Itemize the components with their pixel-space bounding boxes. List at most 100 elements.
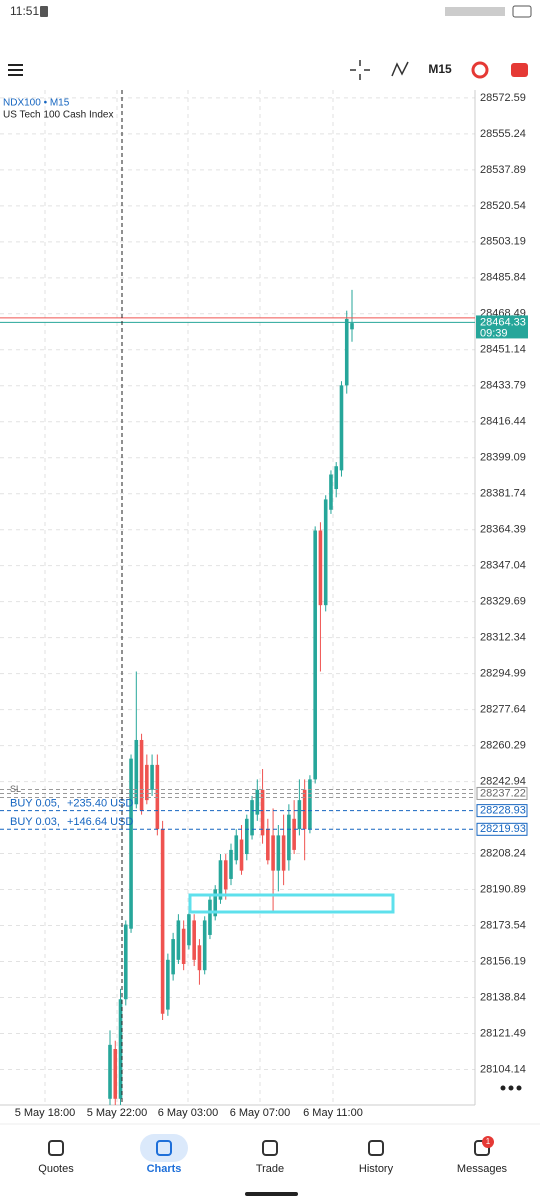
candle-body (187, 914, 191, 946)
y-tick-label: 28173.54 (480, 919, 526, 931)
countdown: 09:39 (480, 327, 508, 339)
menu-button[interactable] (8, 64, 23, 76)
nav-label[interactable]: History (359, 1163, 394, 1175)
x-tick-label: 5 May 22:00 (87, 1107, 148, 1119)
x-tick-label: 5 May 18:00 (15, 1107, 76, 1119)
candle-body (344, 318, 349, 386)
nav-badge: 1 (486, 1137, 491, 1146)
candle-body (129, 758, 133, 929)
nav-icon[interactable] (262, 1140, 278, 1156)
y-tick-label: 28364.39 (480, 524, 526, 536)
y-tick-label: 28190.89 (480, 883, 526, 895)
nav-icon[interactable] (156, 1140, 172, 1156)
y-tick-label: 28433.79 (480, 380, 526, 392)
candle-body (329, 474, 333, 510)
candle-body (350, 323, 354, 330)
y-tick-label: 28277.64 (480, 704, 526, 716)
candle-body (318, 530, 323, 606)
nav-badge-dot (482, 1136, 494, 1148)
order-price-box (476, 804, 528, 818)
nav-icon[interactable] (368, 1140, 384, 1156)
sl-label: SL (10, 784, 21, 794)
current-price: 28464.33 (480, 316, 526, 328)
objects-button[interactable] (471, 61, 489, 79)
candle-body (108, 1044, 112, 1099)
candle-body (292, 818, 296, 850)
candle-body (271, 835, 275, 871)
candle-body (229, 849, 233, 879)
x-tick-label: 6 May 11:00 (303, 1107, 363, 1119)
candle-body (276, 835, 281, 871)
candle-body (223, 860, 228, 890)
candle-body (160, 829, 165, 1014)
y-tick-label: 28503.19 (480, 236, 526, 248)
candle-body (192, 920, 196, 960)
y-tick-label: 28104.14 (480, 1063, 526, 1075)
y-tick-label: 28520.54 (480, 200, 526, 212)
chart: 5 May 18:00 5 May 22:00 6 May 03:00 6 May 0… (0, 90, 528, 1119)
y-tick-label: 28485.84 (480, 272, 526, 284)
candle-body (208, 899, 212, 935)
nav-label[interactable]: Quotes (38, 1163, 74, 1175)
candle-body (297, 800, 302, 830)
y-tick-label: 28260.29 (480, 740, 526, 752)
y-tick-label: 28242.94 (480, 775, 526, 787)
nav-icon[interactable] (474, 1140, 490, 1156)
candle-body (197, 945, 202, 971)
y-tick-label: 28537.89 (480, 164, 526, 176)
candle-body (166, 959, 170, 1010)
nav-label[interactable]: Messages (457, 1163, 508, 1175)
candle-body (287, 814, 291, 861)
candle-body (113, 1049, 118, 1099)
y-tick-label: 28451.14 (480, 344, 526, 356)
trade-button[interactable] (511, 63, 528, 77)
order-price: 28219.93 (480, 823, 526, 835)
order-side: BUY 0.03, (10, 816, 60, 828)
nav-label[interactable]: Charts (147, 1163, 182, 1175)
rectangle-object[interactable] (188, 893, 395, 914)
y-tick-label: 28294.99 (480, 668, 526, 680)
candle-body (118, 999, 123, 1099)
candle-body (323, 499, 328, 606)
order-price: 28228.93 (480, 805, 526, 817)
y-tick-label: 28329.69 (480, 596, 526, 608)
y-tick-label: 28555.24 (480, 128, 526, 140)
candle-body (250, 800, 254, 836)
active-pill (140, 1134, 188, 1162)
nav-label[interactable]: Trade (256, 1163, 284, 1175)
y-tick-label: 28572.59 (480, 92, 526, 104)
y-tick-label: 28381.74 (480, 488, 526, 500)
status-time: 11:51 (10, 4, 39, 18)
home-indicator (245, 1192, 298, 1196)
status-icon (40, 6, 48, 17)
candle-body (313, 530, 317, 780)
x-tick-label: 6 May 03:00 (158, 1107, 219, 1119)
y-tick-label: 28416.44 (480, 416, 526, 428)
y-tick-label: 28399.09 (480, 452, 526, 464)
candle-body (308, 779, 312, 830)
candle-body (334, 466, 339, 490)
crosshair-button[interactable] (350, 60, 370, 80)
y-tick-label: 28121.49 (480, 1027, 526, 1039)
more-button[interactable] (500, 1085, 522, 1091)
candle-body (255, 789, 260, 815)
candle-body (339, 385, 344, 471)
order-side: BUY 0.05, (10, 798, 60, 810)
y-tick-label: 28208.24 (480, 847, 526, 859)
x-tick-label: 6 May 07:00 (230, 1107, 291, 1119)
candle-body (145, 764, 149, 801)
candle-body (134, 739, 139, 805)
price-box (476, 315, 528, 339)
candle-body (266, 829, 270, 861)
status-icons (445, 7, 505, 16)
y-tick-label: 28138.84 (480, 991, 526, 1003)
timeframe-button[interactable]: M15 (428, 62, 452, 76)
candle-body (244, 818, 249, 855)
y-tick-label: 28156.19 (480, 955, 526, 967)
nav-icon[interactable] (48, 1140, 64, 1156)
indicators-button[interactable] (391, 61, 409, 77)
candle-body (123, 924, 128, 1000)
candle-body (150, 764, 154, 790)
candle-body (176, 920, 181, 960)
